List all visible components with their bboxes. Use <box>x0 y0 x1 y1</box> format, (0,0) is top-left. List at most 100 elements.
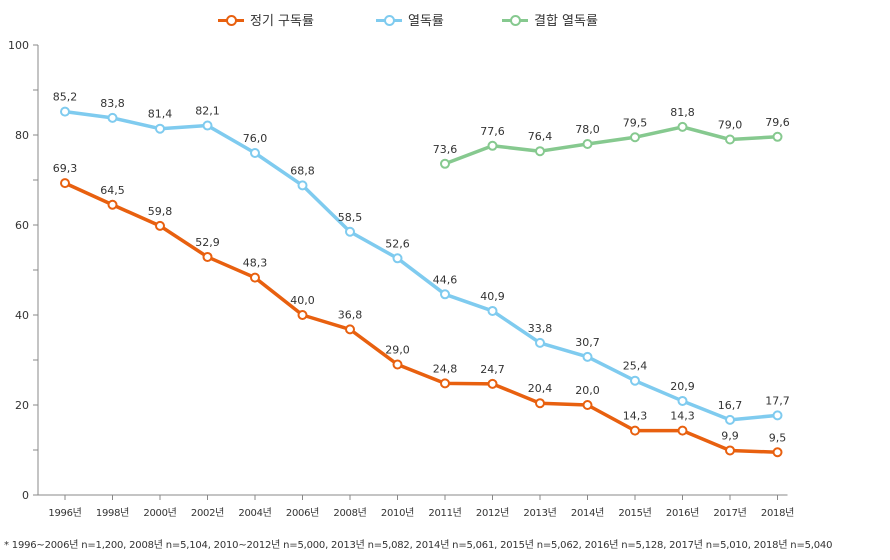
legend-label-readership: 열독률 <box>408 14 444 29</box>
legend-item-combined-readership: 결합 열독률 <box>502 10 598 29</box>
data-point <box>392 359 403 370</box>
data-label: 9,5 <box>769 431 787 444</box>
x-tick-label: 2014년 <box>571 507 604 519</box>
x-tick-label: 2002년 <box>191 507 224 519</box>
data-label: 52,6 <box>385 237 410 250</box>
data-label: 20,9 <box>670 380 695 393</box>
data-point <box>440 378 450 389</box>
data-point <box>297 180 308 191</box>
y-tick-label: 40 <box>15 309 29 322</box>
data-point <box>487 140 498 151</box>
x-tick-label: 2015년 <box>618 507 651 519</box>
legend-item-subscription: 정기 구독률 <box>218 10 314 29</box>
data-label: 44,6 <box>433 273 458 286</box>
x-tick-label: 2011년 <box>428 507 461 519</box>
data-point <box>202 120 213 131</box>
data-point <box>630 375 640 386</box>
data-label: 30,7 <box>575 336 600 349</box>
legend-item-readership: 열독률 <box>376 10 444 29</box>
x-tick-label: 2000년 <box>143 507 176 519</box>
data-point <box>250 148 260 158</box>
footnote: * 1996~2006년 n=1,200, 2008년 n=5,104, 201… <box>4 540 833 551</box>
data-point <box>60 178 70 189</box>
data-point <box>677 395 688 406</box>
data-label: 58,5 <box>338 211 363 224</box>
data-point <box>440 158 450 169</box>
data-label: 48,3 <box>243 257 268 270</box>
data-point <box>250 272 260 283</box>
data-label: 33,8 <box>528 322 553 335</box>
series-line <box>63 109 780 422</box>
data-label: 83,8 <box>100 97 125 110</box>
data-point <box>582 139 593 149</box>
data-point <box>630 425 640 436</box>
data-label: 24,8 <box>433 362 458 375</box>
data-point <box>677 121 688 132</box>
data-label: 64,5 <box>100 184 125 197</box>
legend-swatch-readership <box>376 13 402 27</box>
data-label: 73,6 <box>433 143 458 156</box>
data-point <box>392 253 403 264</box>
data-point <box>725 134 735 145</box>
x-tick-label: 2010년 <box>381 507 414 519</box>
data-point <box>487 305 498 316</box>
y-tick-label: 80 <box>15 129 29 142</box>
data-label: 81,4 <box>148 108 173 121</box>
data-point <box>630 132 640 143</box>
data-point <box>345 226 355 237</box>
data-label: 76,4 <box>528 130 553 143</box>
data-label: 79,5 <box>623 116 648 129</box>
x-tick-label: 2017년 <box>713 507 746 519</box>
legend-dot-subscription <box>226 14 237 26</box>
data-label: 79,6 <box>765 116 790 129</box>
legend-label-subscription: 정기 구독률 <box>250 14 314 29</box>
data-point <box>725 414 735 425</box>
data-label: 25,4 <box>623 360 648 373</box>
x-tick-label: 1998년 <box>96 507 129 519</box>
data-point <box>535 398 545 409</box>
data-label: 77,6 <box>480 125 505 138</box>
data-label: 78,0 <box>575 123 600 136</box>
x-tick-label: 2016년 <box>666 507 699 519</box>
data-label: 40,9 <box>480 290 505 303</box>
data-point <box>345 324 355 335</box>
series-line <box>443 125 780 166</box>
y-tick-label: 100 <box>8 39 29 52</box>
x-tick-label: 2012년 <box>476 507 509 519</box>
y-tick-label: 0 <box>22 489 29 502</box>
data-point <box>582 351 593 362</box>
data-point <box>535 146 545 157</box>
data-label: 14,3 <box>670 410 695 423</box>
data-point <box>487 378 498 389</box>
data-point <box>202 251 213 262</box>
data-point <box>772 447 783 458</box>
legend-dot-combined <box>510 14 521 26</box>
data-point <box>772 131 783 142</box>
legend-dot-readership <box>384 14 395 26</box>
data-point <box>440 289 450 300</box>
data-point <box>297 310 308 320</box>
data-label: 20,0 <box>575 384 600 397</box>
data-point <box>107 112 118 123</box>
data-label: 59,8 <box>148 205 173 218</box>
y-tick-label: 60 <box>15 219 29 232</box>
legend-swatch-subscription <box>218 13 244 27</box>
data-point <box>60 106 70 117</box>
data-point <box>155 220 165 231</box>
data-label: 82,1 <box>195 105 220 118</box>
x-tick-label: 1996년 <box>48 507 81 519</box>
data-label: 52,9 <box>195 236 220 249</box>
data-label: 76,0 <box>243 132 268 145</box>
series-line <box>63 181 780 454</box>
data-label: 40,0 <box>290 294 315 307</box>
legend-label-combined-readership: 결합 열독률 <box>534 14 598 29</box>
y-tick-label: 20 <box>15 399 29 412</box>
data-label: 16,7 <box>718 399 743 412</box>
legend: 정기 구독률 열독률 결합 열독률 <box>0 10 890 30</box>
data-label: 69,3 <box>53 162 78 175</box>
data-point <box>107 199 118 210</box>
data-label: 85,2 <box>53 91 78 104</box>
data-label: 9,9 <box>721 429 739 442</box>
x-tick-label: 2018년 <box>761 507 794 519</box>
